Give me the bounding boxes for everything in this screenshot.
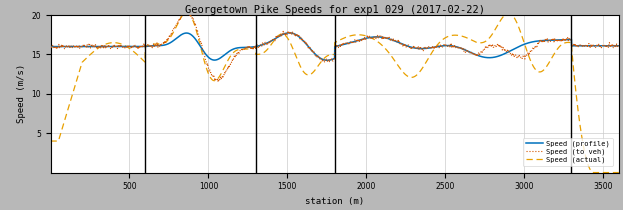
Title: Georgetown Pike Speeds for exp1_029 (2017-02-22): Georgetown Pike Speeds for exp1_029 (201… [184, 4, 485, 15]
X-axis label: station (m): station (m) [305, 197, 364, 206]
Y-axis label: Speed (m/s): Speed (m/s) [17, 64, 26, 123]
Legend: Speed (profile), Speed (to veh), Speed (actual): Speed (profile), Speed (to veh), Speed (… [523, 138, 612, 166]
